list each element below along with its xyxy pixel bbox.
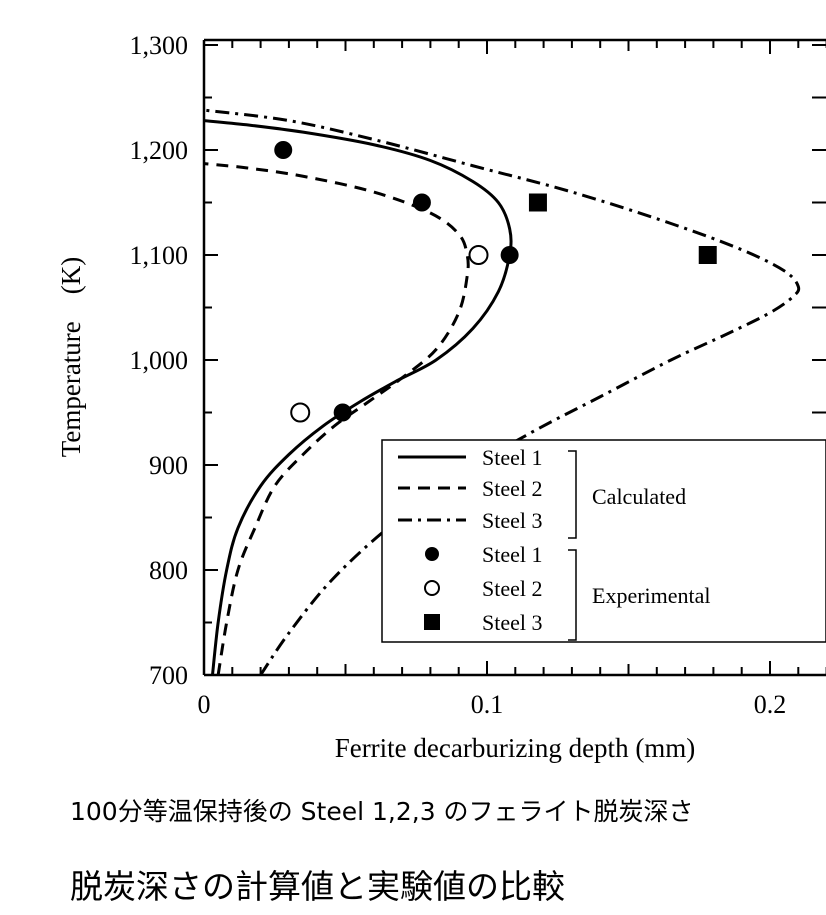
legend-box — [381, 439, 826, 643]
data-point-filled-circle — [500, 246, 519, 264]
series-line-1 — [204, 119, 513, 675]
x-tick-label: 0 — [198, 690, 211, 719]
legend-group-calculated: Calculated — [592, 484, 686, 509]
data-point-filled-circle — [274, 141, 293, 159]
y-tick-label: 1,100 — [130, 241, 189, 270]
data-point-open-circle — [468, 245, 489, 265]
y-tick-label: 1,300 — [130, 31, 189, 60]
legend-label: Steel 2 — [482, 576, 543, 601]
y-tick-label: 800 — [149, 556, 188, 585]
y-tick-label: 1,200 — [130, 136, 189, 165]
legend-bracket-experimental — [568, 549, 577, 641]
legend-label: Steel 1 — [482, 542, 543, 567]
legend-bracket-calculated — [568, 450, 577, 539]
y-tick-label: 900 — [149, 451, 188, 480]
legend-label: Steel 2 — [482, 476, 543, 501]
data-point-open-circle — [290, 402, 311, 423]
legend-filled-circle — [425, 547, 439, 561]
legend: Steel 1 Steel 2 Steel 3 Steel 1 Steel 2 Steel… — [381, 439, 826, 643]
caption-line-2: 脱炭深さの計算値と実験値の比較 — [70, 867, 565, 906]
decarburization-chart: 700 800 900 1,000 1,100 1,200 1,300 0 0.1 0.2 Fer… — [56, 31, 826, 763]
data-point-square — [528, 193, 547, 212]
data-point-filled-circle — [333, 403, 352, 422]
caption-line-1: 100分等温保持後の Steel 1,2,3 のフェライト脱炭深さ — [70, 797, 694, 826]
x-tick-label: 0.1 — [471, 690, 504, 719]
y-axis-label: Temperature (K) — [56, 257, 86, 458]
x-tick-label: 0.2 — [754, 690, 787, 719]
series-line-2 — [204, 162, 470, 675]
legend-label: Steel 3 — [482, 508, 543, 533]
legend-label: Steel 1 — [482, 445, 543, 470]
x-axis-label: Ferrite decarburizing depth (mm) — [335, 733, 696, 763]
legend-open-circle — [424, 580, 440, 596]
data-point-square — [698, 246, 717, 264]
legend-group-experimental: Experimental — [592, 583, 711, 608]
legend-label: Steel 3 — [482, 610, 543, 635]
y-tick-label: 1,000 — [130, 346, 189, 375]
y-tick-label: 700 — [149, 661, 188, 690]
data-point-filled-circle — [412, 193, 431, 212]
legend-square — [424, 614, 440, 630]
